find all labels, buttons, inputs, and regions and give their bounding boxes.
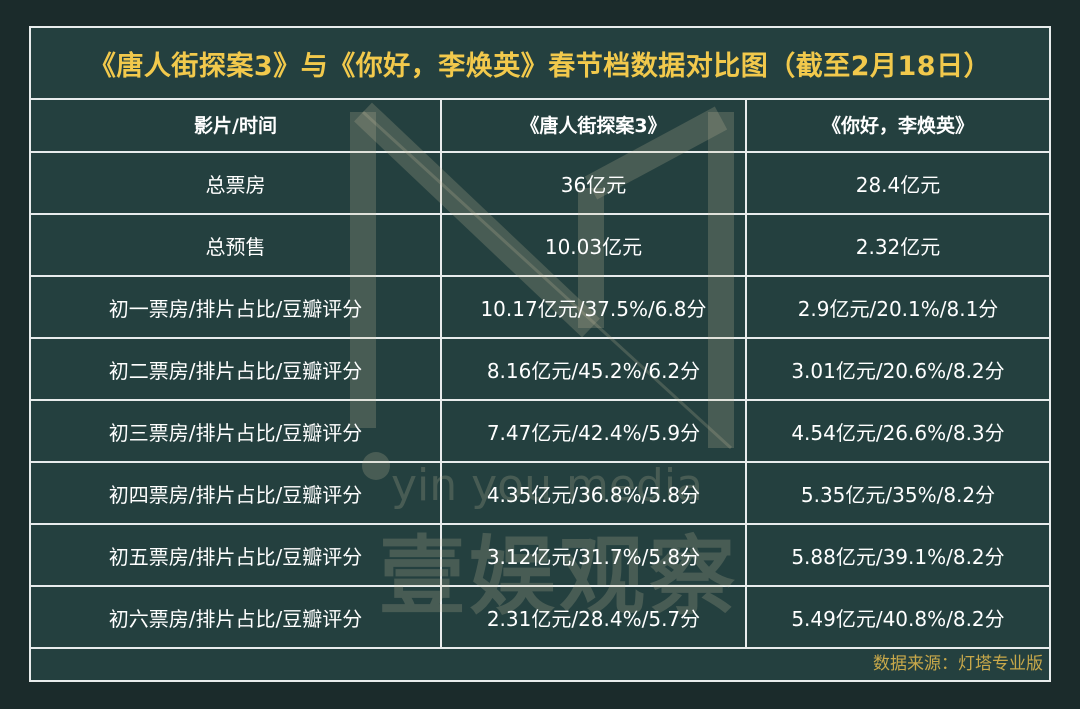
table-row: 初四票房/排片占比/豆瓣评分 4.35亿元/36.8%/5.8分 5.35亿元/… (31, 461, 1049, 525)
cell-nihao: 5.35亿元/35%/8.2分 (745, 461, 1049, 525)
row-label: 初四票房/排片占比/豆瓣评分 (31, 461, 442, 525)
table-row: 初一票房/排片占比/豆瓣评分 10.17亿元/37.5%/6.8分 2.9亿元/… (31, 275, 1049, 339)
data-table: 影片/时间 《唐人街探案3》 《你好，李焕英》 总票房 36亿元 28.4亿元 … (31, 98, 1049, 709)
cell-tangrenjie: 2.31亿元/28.4%/5.7分 (440, 585, 747, 649)
table-row: 总预售 10.03亿元 2.32亿元 (31, 213, 1049, 277)
cell-tangrenjie: 10.17亿元/37.5%/6.8分 (440, 275, 747, 339)
table-row: 初六票房/排片占比/豆瓣评分 2.31亿元/28.4%/5.7分 5.49亿元/… (31, 585, 1049, 649)
cell-tangrenjie: 10.03亿元 (440, 213, 747, 277)
data-source-note: 数据来源：灯塔专业版 (873, 654, 1043, 674)
row-label: 初一票房/排片占比/豆瓣评分 (31, 275, 442, 339)
table-row: 总票房 36亿元 28.4亿元 (31, 151, 1049, 215)
cell-nihao: 2.32亿元 (745, 213, 1049, 277)
table-title: 《唐人街探案3》与《你好，李焕英》春节档数据对比图（截至2月18日） (31, 28, 1049, 100)
cell-nihao: 5.49亿元/40.8%/8.2分 (745, 585, 1049, 649)
cell-tangrenjie: 4.35亿元/36.8%/5.8分 (440, 461, 747, 525)
cell-tangrenjie: 3.12亿元/31.7%/5.8分 (440, 523, 747, 587)
header-cell-tangrenjie: 《唐人街探案3》 (440, 98, 747, 153)
table-row: 初二票房/排片占比/豆瓣评分 8.16亿元/45.2%/6.2分 3.01亿元/… (31, 337, 1049, 401)
cell-nihao: 28.4亿元 (745, 151, 1049, 215)
table-row: 初五票房/排片占比/豆瓣评分 3.12亿元/31.7%/5.8分 5.88亿元/… (31, 523, 1049, 587)
table-header-row: 影片/时间 《唐人街探案3》 《你好，李焕英》 (31, 98, 1049, 153)
row-label: 初五票房/排片占比/豆瓣评分 (31, 523, 442, 587)
cell-tangrenjie: 8.16亿元/45.2%/6.2分 (440, 337, 747, 401)
header-cell-nihao: 《你好，李焕英》 (745, 98, 1049, 153)
cell-nihao: 3.01亿元/20.6%/8.2分 (745, 337, 1049, 401)
cell-nihao: 2.9亿元/20.1%/8.1分 (745, 275, 1049, 339)
row-label: 初六票房/排片占比/豆瓣评分 (31, 585, 442, 649)
header-cell-film-time: 影片/时间 (31, 98, 442, 153)
footer-cell (31, 647, 1049, 709)
cell-tangrenjie: 7.47亿元/42.4%/5.9分 (440, 399, 747, 463)
cell-tangrenjie: 36亿元 (440, 151, 747, 215)
comparison-table-frame: 《唐人街探案3》与《你好，李焕英》春节档数据对比图（截至2月18日） 影片/时间… (29, 26, 1051, 709)
cell-nihao: 5.88亿元/39.1%/8.2分 (745, 523, 1049, 587)
row-label: 初二票房/排片占比/豆瓣评分 (31, 337, 442, 401)
row-label: 总票房 (31, 151, 442, 215)
table-row: 初三票房/排片占比/豆瓣评分 7.47亿元/42.4%/5.9分 4.54亿元/… (31, 399, 1049, 463)
row-label: 初三票房/排片占比/豆瓣评分 (31, 399, 442, 463)
table-footer-row (31, 647, 1049, 709)
row-label: 总预售 (31, 213, 442, 277)
cell-nihao: 4.54亿元/26.6%/8.3分 (745, 399, 1049, 463)
